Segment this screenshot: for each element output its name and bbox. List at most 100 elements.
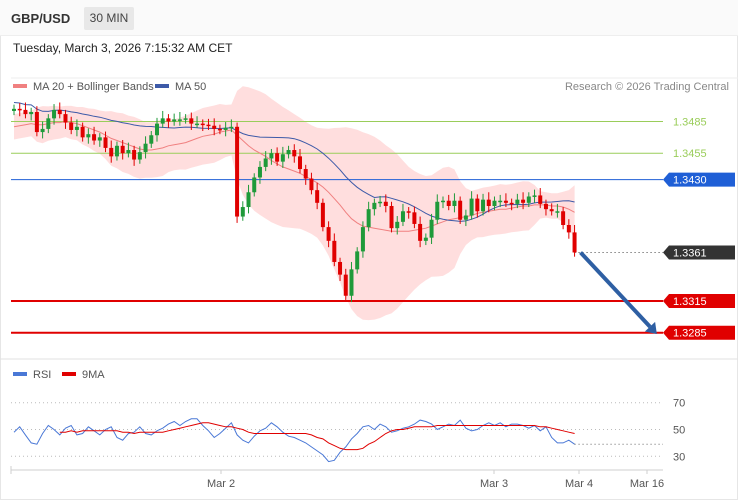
rsi-line (13, 418, 575, 463)
ma20-line (13, 120, 575, 232)
candle (555, 203, 560, 218)
forecast-arrow (579, 251, 657, 335)
candle (172, 113, 177, 126)
candle (475, 194, 480, 218)
candle (543, 199, 548, 216)
candle (63, 109, 68, 129)
candle (80, 122, 85, 142)
candle (378, 195, 383, 208)
rsi-tick-label: 70 (673, 398, 685, 410)
candle (360, 221, 365, 258)
candle (498, 194, 503, 208)
candle (23, 102, 28, 119)
moving-averages (13, 102, 575, 232)
ma9-legend-swatch (62, 372, 76, 376)
candle (309, 172, 314, 195)
candle (217, 124, 222, 135)
rsi-lines (13, 418, 663, 463)
candle (280, 146, 285, 168)
candle (418, 216, 423, 248)
candle (263, 151, 268, 172)
ma50-line (13, 102, 575, 222)
candle (292, 144, 297, 163)
candle (34, 106, 39, 137)
candle (441, 196, 445, 209)
rsi-grid: 70 50 30 (11, 398, 685, 463)
candle (303, 164, 308, 185)
candle (515, 193, 520, 209)
candle (492, 196, 497, 211)
candle (406, 207, 411, 219)
candle (549, 203, 554, 216)
candle (137, 146, 142, 164)
candle (166, 114, 171, 128)
candle (160, 110, 165, 128)
candle (503, 193, 508, 208)
candle (206, 118, 211, 130)
candle (126, 142, 131, 158)
ma50-legend-label: MA 50 (175, 81, 206, 93)
rsi-tick-label: 30 (673, 451, 685, 463)
candle (509, 198, 514, 211)
candle (429, 213, 434, 245)
candle (143, 136, 148, 159)
candle (366, 201, 371, 232)
candles (12, 102, 577, 303)
x-tick-label: Mar 16 (630, 478, 664, 490)
candle (458, 196, 463, 224)
rsi-tick-label: 50 (673, 425, 685, 437)
candle (57, 102, 62, 119)
level-labels: 1.3485 1.3455 1.3430 1.3361 1.3315 1.3285 (663, 117, 735, 340)
rsi-legend-label: RSI (33, 369, 51, 381)
level-label-last: 1.3361 (673, 247, 707, 259)
credit-label: Research © 2026 Trading Central (565, 81, 729, 93)
candle (355, 247, 360, 274)
candle (372, 198, 377, 216)
candle (12, 104, 16, 116)
candle (177, 112, 182, 126)
chart-header: GBP/USD 30 MIN (0, 0, 738, 36)
candle (74, 119, 79, 137)
ma50-legend-swatch (155, 84, 169, 88)
level-label-resistance: 1.3455 (673, 148, 707, 160)
candle (481, 193, 486, 216)
symbol-title: GBP/USD (11, 11, 71, 26)
candle (400, 203, 405, 227)
candle (298, 148, 302, 174)
candle (538, 188, 543, 209)
candle (52, 104, 57, 125)
forecast-arrow-head (644, 321, 657, 335)
candle (155, 117, 159, 142)
candle (315, 182, 320, 210)
candle (326, 221, 331, 248)
candle (561, 207, 566, 230)
level-tag-support (663, 294, 735, 309)
candle (114, 141, 119, 161)
candle (521, 192, 526, 210)
ma20-legend-label: MA 20 + Bollinger Bands (33, 81, 154, 93)
candle (109, 140, 114, 163)
candle (572, 225, 577, 257)
candle (257, 161, 262, 184)
candle (103, 131, 108, 153)
candle (389, 201, 394, 233)
level-label-resistance: 1.3485 (673, 117, 707, 129)
candle (395, 216, 400, 235)
level-tag-pivot (663, 172, 735, 187)
candle (320, 198, 325, 232)
bollinger-band (14, 86, 575, 321)
candle (338, 257, 343, 281)
candle (229, 119, 234, 133)
level-label-pivot: 1.3430 (673, 175, 707, 187)
ma20-legend-swatch (13, 84, 27, 88)
candle (526, 192, 531, 208)
candle (149, 131, 154, 148)
timeframe-button[interactable]: 30 MIN (84, 7, 134, 30)
level-tag-support (663, 325, 735, 340)
candle (566, 219, 571, 239)
level-tag-last (663, 245, 735, 260)
candle (223, 122, 228, 137)
candle (269, 148, 274, 165)
candle (423, 233, 428, 246)
candle (240, 201, 245, 221)
